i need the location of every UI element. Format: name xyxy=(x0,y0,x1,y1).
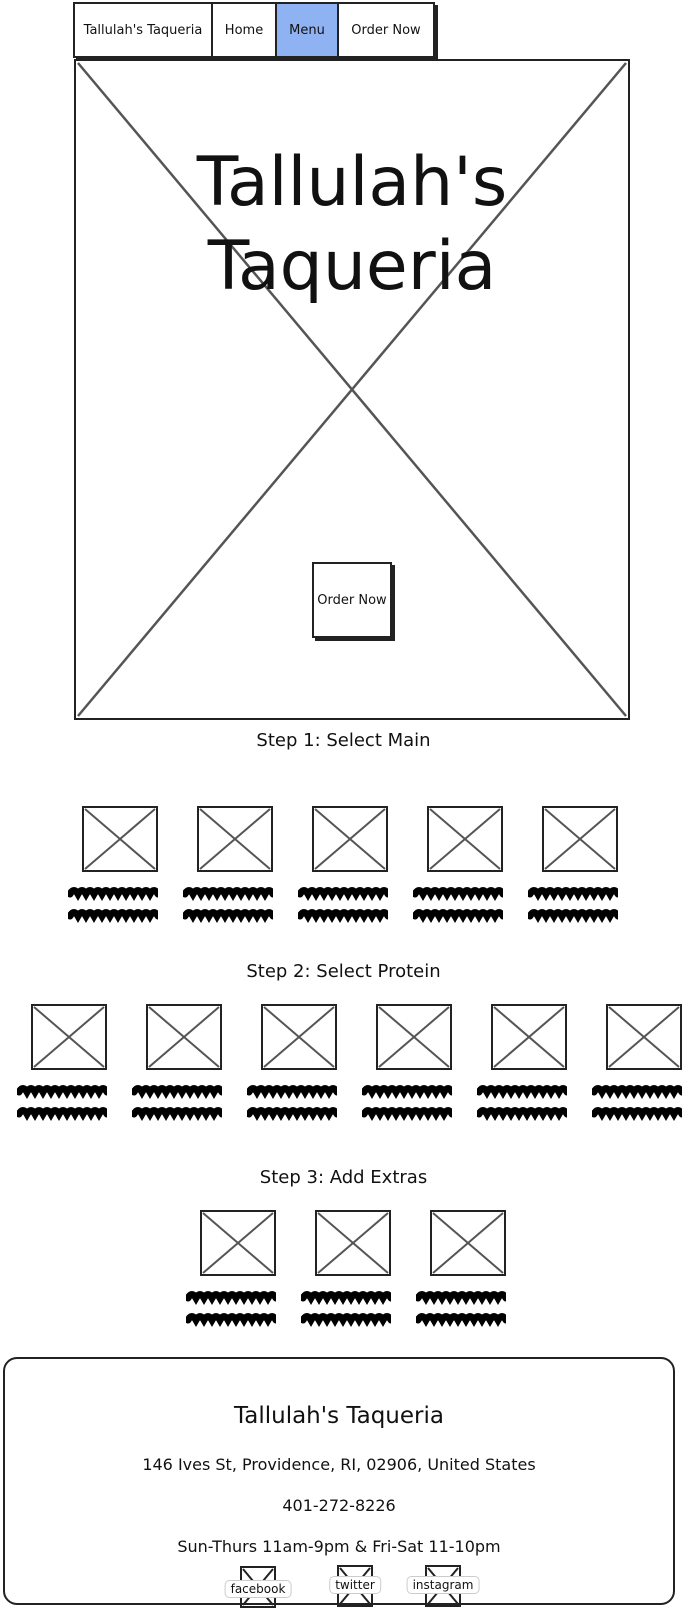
menu-option-card[interactable] xyxy=(298,806,388,924)
menu-option-card[interactable] xyxy=(362,1004,452,1122)
menu-option-card[interactable] xyxy=(68,806,158,924)
placeholder-text-scribble xyxy=(17,1085,107,1122)
nav-menu[interactable]: Menu xyxy=(277,4,339,56)
step-1-title: Step 1: Select Main xyxy=(256,730,431,751)
image-placeholder-icon xyxy=(197,806,273,872)
placeholder-text-scribble xyxy=(413,887,503,924)
menu-option-card[interactable] xyxy=(186,1210,276,1328)
placeholder-text-scribble xyxy=(592,1085,682,1122)
footer-hours: Sun-Thurs 11am-9pm & Fri-Sat 11-10pm xyxy=(177,1537,501,1556)
instagram-link[interactable]: instagram xyxy=(406,1565,480,1607)
placeholder-text-scribble xyxy=(477,1085,567,1122)
nav-brand[interactable]: Tallulah's Taqueria xyxy=(75,4,213,56)
instagram-label: instagram xyxy=(406,1576,480,1594)
menu-option-card[interactable] xyxy=(592,1004,682,1122)
hero-title-line1: Tallulah's xyxy=(196,143,508,222)
menu-option-card[interactable] xyxy=(247,1004,337,1122)
image-placeholder-icon xyxy=(376,1004,452,1070)
menu-option-card[interactable] xyxy=(413,806,503,924)
footer: Tallulah's Taqueria 146 Ives St, Provide… xyxy=(3,1357,675,1608)
facebook-label: facebook xyxy=(224,1580,292,1598)
footer-restaurant-name: Tallulah's Taqueria xyxy=(234,1403,444,1429)
footer-phone: 401-272-8226 xyxy=(282,1496,396,1515)
image-placeholder-icon xyxy=(542,806,618,872)
nav-home[interactable]: Home xyxy=(213,4,277,56)
placeholder-text-scribble xyxy=(132,1085,222,1122)
twitter-link[interactable]: twitter xyxy=(329,1565,381,1607)
image-placeholder-icon xyxy=(606,1004,682,1070)
hero-image-placeholder: Tallulah's Taqueria Order Now xyxy=(74,59,630,720)
step-2-title: Step 2: Select Protein xyxy=(246,961,441,982)
step-3-title: Step 3: Add Extras xyxy=(259,1167,428,1188)
menu-option-card[interactable] xyxy=(132,1004,222,1122)
menu-option-card[interactable] xyxy=(528,806,618,924)
image-placeholder-icon xyxy=(31,1004,107,1070)
image-placeholder-icon xyxy=(261,1004,337,1070)
image-placeholder-icon xyxy=(430,1210,506,1276)
image-placeholder-icon xyxy=(146,1004,222,1070)
placeholder-text-scribble xyxy=(362,1085,452,1122)
nav-order-now[interactable]: Order Now xyxy=(351,22,421,38)
placeholder-text-scribble xyxy=(298,887,388,924)
placeholder-text-scribble xyxy=(528,887,618,924)
placeholder-text-scribble xyxy=(183,887,273,924)
image-placeholder-icon xyxy=(200,1210,276,1276)
placeholder-text-scribble xyxy=(247,1085,337,1122)
placeholder-text-scribble xyxy=(416,1291,506,1328)
menu-option-card[interactable] xyxy=(17,1004,107,1122)
menu-option-card[interactable] xyxy=(477,1004,567,1122)
image-placeholder-icon xyxy=(427,806,503,872)
menu-option-card[interactable] xyxy=(301,1210,391,1328)
placeholder-text-scribble xyxy=(68,887,158,924)
menu-option-card[interactable] xyxy=(183,806,273,924)
hero-title: Tallulah's Taqueria xyxy=(76,141,628,309)
top-nav: Tallulah's Taqueria Home Menu Order Now xyxy=(73,2,435,58)
image-placeholder-icon xyxy=(491,1004,567,1070)
placeholder-cross-icon xyxy=(77,62,627,717)
placeholder-text-scribble xyxy=(186,1291,276,1328)
hero-title-line2: Taqueria xyxy=(207,227,497,306)
hero-order-now-button[interactable]: Order Now xyxy=(312,562,392,638)
image-placeholder-icon xyxy=(82,806,158,872)
menu-option-card[interactable] xyxy=(416,1210,506,1328)
image-placeholder-icon xyxy=(315,1210,391,1276)
placeholder-text-scribble xyxy=(301,1291,391,1328)
twitter-label: twitter xyxy=(329,1576,381,1594)
footer-address: 146 Ives St, Providence, RI, 02906, Unit… xyxy=(142,1455,536,1474)
facebook-link[interactable]: facebook xyxy=(224,1566,292,1608)
image-placeholder-icon xyxy=(312,806,388,872)
